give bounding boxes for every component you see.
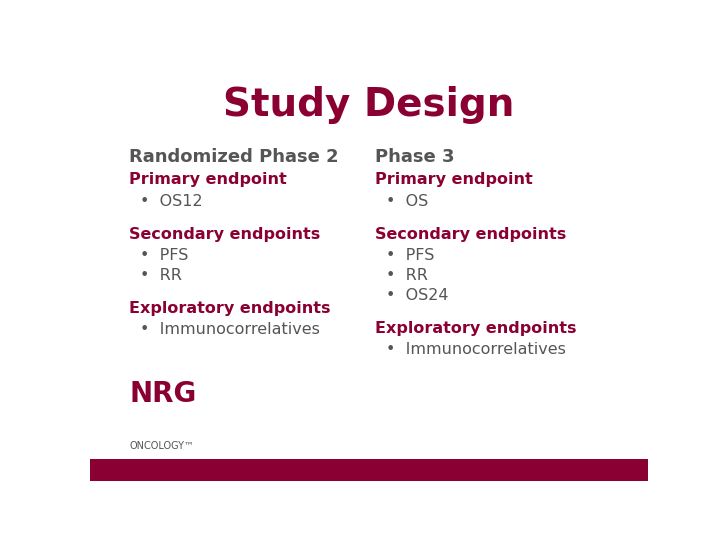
Text: Primary endpoint: Primary endpoint (129, 172, 287, 187)
Text: •  Immunocorrelatives: • Immunocorrelatives (140, 322, 320, 337)
Text: •  RR: • RR (140, 268, 182, 283)
Text: ONCOLOGY™: ONCOLOGY™ (129, 441, 194, 451)
Text: •  PFS: • PFS (140, 248, 189, 263)
Text: •  OS12: • OS12 (140, 194, 203, 208)
Text: Primary endpoint: Primary endpoint (374, 172, 532, 187)
Text: Phase 3: Phase 3 (374, 148, 454, 166)
Bar (90, 459, 648, 481)
Text: Randomized Phase 2: Randomized Phase 2 (129, 148, 338, 166)
Text: NRG: NRG (129, 380, 197, 408)
Text: •  OS: • OS (386, 194, 428, 208)
Text: Exploratory endpoints: Exploratory endpoints (374, 321, 576, 336)
Text: •  RR: • RR (386, 268, 428, 283)
Text: Exploratory endpoints: Exploratory endpoints (129, 301, 330, 316)
Text: Secondary endpoints: Secondary endpoints (129, 227, 320, 242)
Text: •  Immunocorrelatives: • Immunocorrelatives (386, 342, 566, 357)
Text: •  OS24: • OS24 (386, 288, 449, 302)
Text: •  PFS: • PFS (386, 248, 434, 263)
Text: Secondary endpoints: Secondary endpoints (374, 227, 566, 242)
Text: Study Design: Study Design (223, 85, 515, 124)
